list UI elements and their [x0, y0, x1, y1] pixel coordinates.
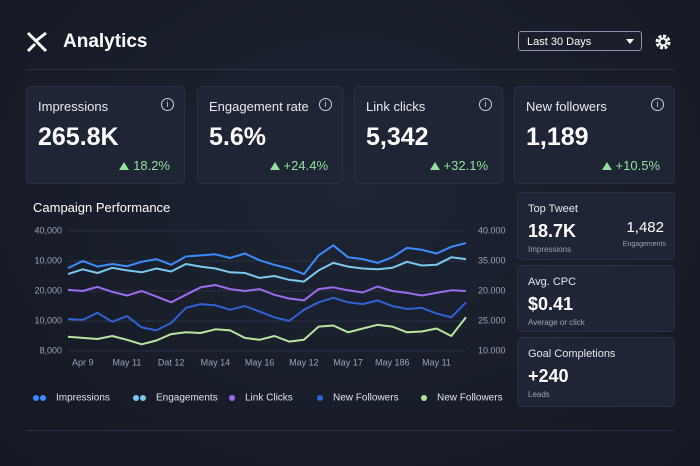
kpi-value: 5.6% [209, 123, 266, 151]
logo [26, 31, 48, 53]
legend-swatch [133, 395, 139, 401]
info-icon[interactable]: i [161, 98, 174, 111]
card-title: Goal Completions [528, 348, 616, 360]
kpi-card: Engagement rate i 5.6% +24.4% [197, 86, 343, 184]
kpi-card: Link clicks i 5,342 +32.1% [354, 86, 503, 184]
card-title: Avg. CPC [528, 276, 577, 288]
card-caption: Engagements [622, 241, 666, 248]
series-line [67, 256, 467, 283]
y-tick-label: 10,000 [34, 315, 62, 325]
series-line [67, 296, 467, 332]
y-tick-label: 10,000 [34, 255, 62, 265]
y2-tick-label: 25.000 [478, 315, 506, 325]
card-value: 1,482 [626, 219, 664, 236]
x-tick-label: May 17 [333, 357, 363, 367]
y2-tick-label: 40.000 [478, 225, 506, 235]
kpi-label: Link clicks [366, 99, 426, 114]
app-title: Analytics [63, 31, 148, 52]
legend-label: New Followers [333, 393, 399, 404]
x-tick-label: May 12 [289, 357, 319, 367]
kpi-change: +10.5% [602, 158, 660, 173]
x-tick-label: May 11 [113, 357, 142, 367]
x-tick-label: Apr 9 [72, 357, 94, 367]
side-card: Top Tweet 18.7K Impressions 1,482 Engagement… [517, 192, 675, 260]
series-line [67, 284, 467, 304]
x-tick-label: May 14 [201, 357, 231, 367]
y2-tick-label: 10.000 [478, 345, 506, 355]
legend-swatch [317, 395, 323, 401]
chart-title: Campaign Performance [33, 200, 171, 215]
x-tick-label: May 11 [422, 357, 451, 367]
kpi-change: +32.1% [430, 158, 488, 173]
divider [26, 430, 674, 431]
legend-swatch [40, 395, 46, 401]
legend-label: Engagements [156, 393, 218, 404]
kpi-card: Impressions i 265.8K 18.2% [26, 86, 185, 184]
card-caption: Leads [528, 390, 550, 399]
legend-label: Link Clicks [245, 393, 293, 404]
kpi-label: Engagement rate [209, 99, 309, 114]
card-value: +240 [528, 366, 569, 386]
kpi-change: +24.4% [270, 158, 328, 173]
legend-swatch [140, 395, 146, 401]
dropdown-caret [626, 39, 634, 44]
kpi-label: Impressions [38, 99, 109, 114]
chart: 40,000 10,000 20,000 10,000 8,000 40.000 35.00… [33, 225, 506, 404]
legend-swatch [421, 395, 427, 401]
x-tick-label: May 186 [375, 357, 410, 367]
kpi-value: 5,342 [366, 123, 429, 151]
side-card: Avg. CPC $0.41 Average or click [517, 265, 675, 332]
settings-icon[interactable] [654, 33, 672, 51]
kpi-value: 265.8K [38, 123, 119, 151]
y-tick-label: 8,000 [39, 345, 62, 355]
kpi-value: 1,189 [526, 123, 589, 151]
card-title: Top Tweet [528, 203, 578, 215]
y2-tick-label: 20.000 [478, 285, 506, 295]
kpi-card: New followers i 1,189 +10.5% [514, 86, 675, 184]
series-line [67, 316, 467, 346]
legend-swatch [229, 395, 235, 401]
card-value: 18.7K [528, 221, 577, 241]
legend-label: New Followers [437, 393, 503, 404]
x-tick-label: May 16 [245, 357, 275, 367]
card-caption: Impressions [528, 245, 572, 254]
legend-label: Impressions [56, 393, 110, 404]
info-icon[interactable]: i [479, 98, 492, 111]
y2-tick-label: 35.000 [478, 255, 506, 265]
divider [26, 69, 674, 70]
kpi-label: New followers [526, 99, 607, 114]
x-tick-label: Dat 12 [158, 357, 185, 367]
card-caption: Average or click [528, 318, 585, 327]
info-icon[interactable]: i [651, 98, 664, 111]
y-tick-label: 20,000 [34, 285, 62, 295]
card-value: $0.41 [528, 294, 574, 314]
side-card: Goal Completions +240 Leads [517, 337, 675, 407]
info-icon[interactable]: i [319, 98, 332, 111]
kpi-change: 18.2% [119, 158, 170, 173]
range-dropdown[interactable]: Last 30 Days [518, 31, 642, 51]
y-tick-label: 40,000 [34, 225, 62, 235]
range-label: Last 30 Days [527, 36, 592, 48]
legend-swatch [33, 395, 39, 401]
series-line [67, 242, 467, 276]
